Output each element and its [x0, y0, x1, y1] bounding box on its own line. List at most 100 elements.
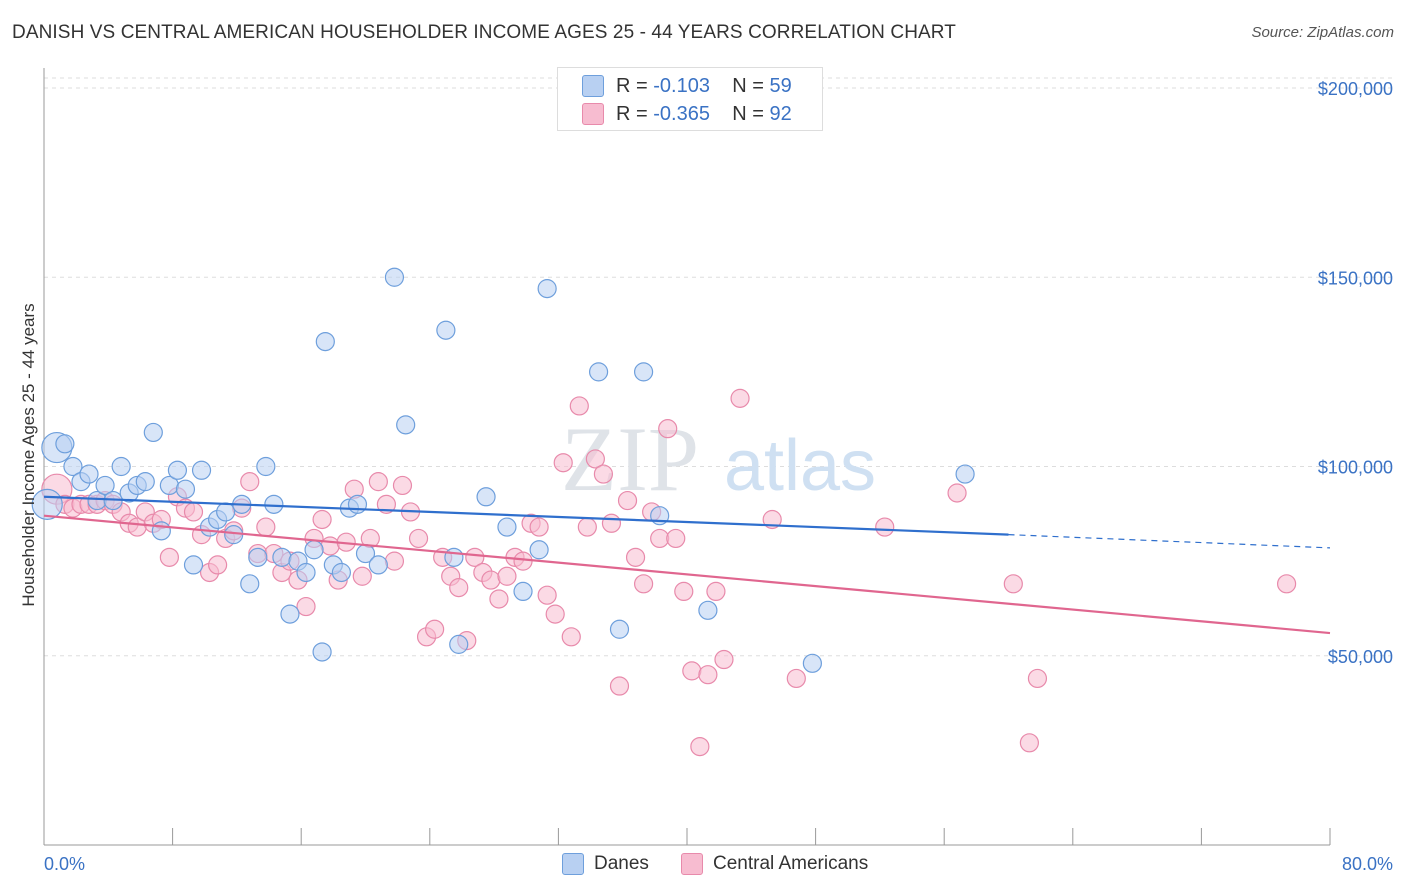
central-point-68 [593, 464, 614, 484]
central-point-78 [674, 581, 694, 602]
y-tick-label-0: $50,000 [1328, 647, 1393, 667]
central-n-label: N = [732, 102, 764, 125]
danes-point-45 [449, 634, 469, 654]
central-point-24 [240, 472, 260, 492]
central-point-65 [569, 396, 589, 416]
danes-point-12 [135, 472, 155, 492]
central-point-69 [601, 513, 622, 533]
central-point-79 [682, 661, 702, 681]
danes-point-41 [368, 555, 388, 575]
central-point-45 [408, 528, 429, 549]
danes-point-43 [396, 415, 416, 435]
central-point-26 [256, 517, 276, 537]
source-credit: Source: ZipAtlas.com [1251, 24, 1394, 41]
central-point-72 [625, 547, 646, 567]
danes-r-label: R = [616, 74, 648, 97]
grid-lines [44, 77, 1392, 657]
central-point-73 [633, 574, 654, 594]
bottom-legend-central: Central Americans [681, 852, 868, 876]
central-point-55 [489, 589, 509, 609]
danes-swatch [582, 75, 604, 97]
central-point-33 [312, 509, 332, 530]
central-point-56 [497, 566, 517, 586]
central-point-85 [762, 509, 782, 530]
danes-trend-line [43, 495, 1009, 536]
danes-point-54 [633, 362, 654, 382]
central-point-52 [465, 547, 485, 567]
central-point-86 [786, 668, 806, 689]
danes-point-37 [331, 562, 351, 583]
central-point-14 [159, 547, 179, 567]
central-point-34 [320, 536, 340, 556]
danes-point-14 [151, 521, 171, 541]
danes-point-16 [167, 460, 188, 480]
danes-point-22 [216, 502, 236, 522]
danes-point-57 [802, 653, 822, 673]
central-r-label: R = [616, 102, 648, 125]
central-point-61 [537, 585, 557, 605]
danes-point-33 [304, 540, 324, 560]
danes-point-30 [280, 604, 300, 624]
danes-r-value: -0.103 [653, 74, 710, 97]
central-point-17 [183, 502, 204, 522]
danes-points [31, 267, 975, 673]
chart-title: DANISH VS CENTRAL AMERICAN HOUSEHOLDER I… [12, 22, 956, 43]
danes-point-13 [143, 422, 163, 443]
central-point-76 [658, 419, 678, 439]
danes-point-29 [272, 547, 292, 567]
central-point-71 [617, 490, 638, 511]
danes-point-2 [55, 434, 75, 454]
danes-point-9 [111, 456, 131, 477]
danes-point-56 [698, 600, 718, 620]
central-n-value: 92 [769, 102, 792, 125]
danes-point-7 [95, 475, 115, 496]
central-point-82 [706, 581, 726, 602]
danes-point-53 [609, 619, 630, 639]
danes-point-32 [296, 562, 316, 583]
central-point-87 [875, 517, 895, 537]
central-point-42 [384, 551, 405, 571]
central-point-38 [352, 566, 372, 586]
danes-point-46 [444, 547, 464, 567]
central-swatch [582, 103, 604, 125]
central-point-60 [529, 517, 549, 537]
danes-point-44 [436, 320, 456, 340]
zipatlas-watermark: ZIP atlas [561, 408, 876, 510]
central-point-63 [553, 453, 573, 473]
central-point-80 [690, 736, 710, 757]
central-legend-label: Central Americans [713, 853, 869, 874]
danes-point-17 [175, 479, 196, 499]
y-tick-labels: $50,000 $100,000 $150,000 $200,000 [1318, 79, 1393, 667]
central-point-81 [698, 665, 718, 685]
central-point-90 [1019, 733, 1039, 753]
danes-point-19 [191, 460, 212, 480]
danes-point-58 [955, 464, 975, 484]
central-point-83 [714, 649, 734, 670]
danes-legend-swatch [562, 853, 584, 875]
central-legend-swatch [681, 853, 703, 875]
watermark-atlas: atlas [724, 426, 876, 506]
central-trend-line [43, 514, 1331, 635]
danes-point-50 [529, 540, 549, 560]
central-point-84 [730, 388, 750, 408]
central-point-70 [609, 676, 630, 696]
central-point-91 [1027, 668, 1048, 689]
danes-point-52 [588, 362, 609, 382]
central-point-66 [577, 517, 597, 537]
y-axis-label: Householder Income Ages 25 - 44 years [19, 303, 38, 606]
central-point-54 [481, 570, 501, 590]
y-tick-label-2: $150,000 [1318, 268, 1393, 288]
bottom-legend-danes: Danes [562, 852, 649, 876]
central-point-43 [392, 475, 413, 496]
central-point-92 [1276, 574, 1297, 594]
danes-trend-extension [1008, 534, 1331, 549]
central-point-88 [947, 483, 967, 503]
central-point-75 [650, 528, 670, 549]
central-point-31 [296, 596, 316, 617]
correlation-legend: R = -0.103 N = 59 R = -0.365 N = 92 [557, 67, 823, 131]
x-tick-label-min: 0.0% [44, 854, 85, 874]
danes-point-25 [240, 574, 260, 594]
y-tick-label-1: $100,000 [1318, 458, 1393, 478]
central-point-77 [666, 528, 686, 549]
